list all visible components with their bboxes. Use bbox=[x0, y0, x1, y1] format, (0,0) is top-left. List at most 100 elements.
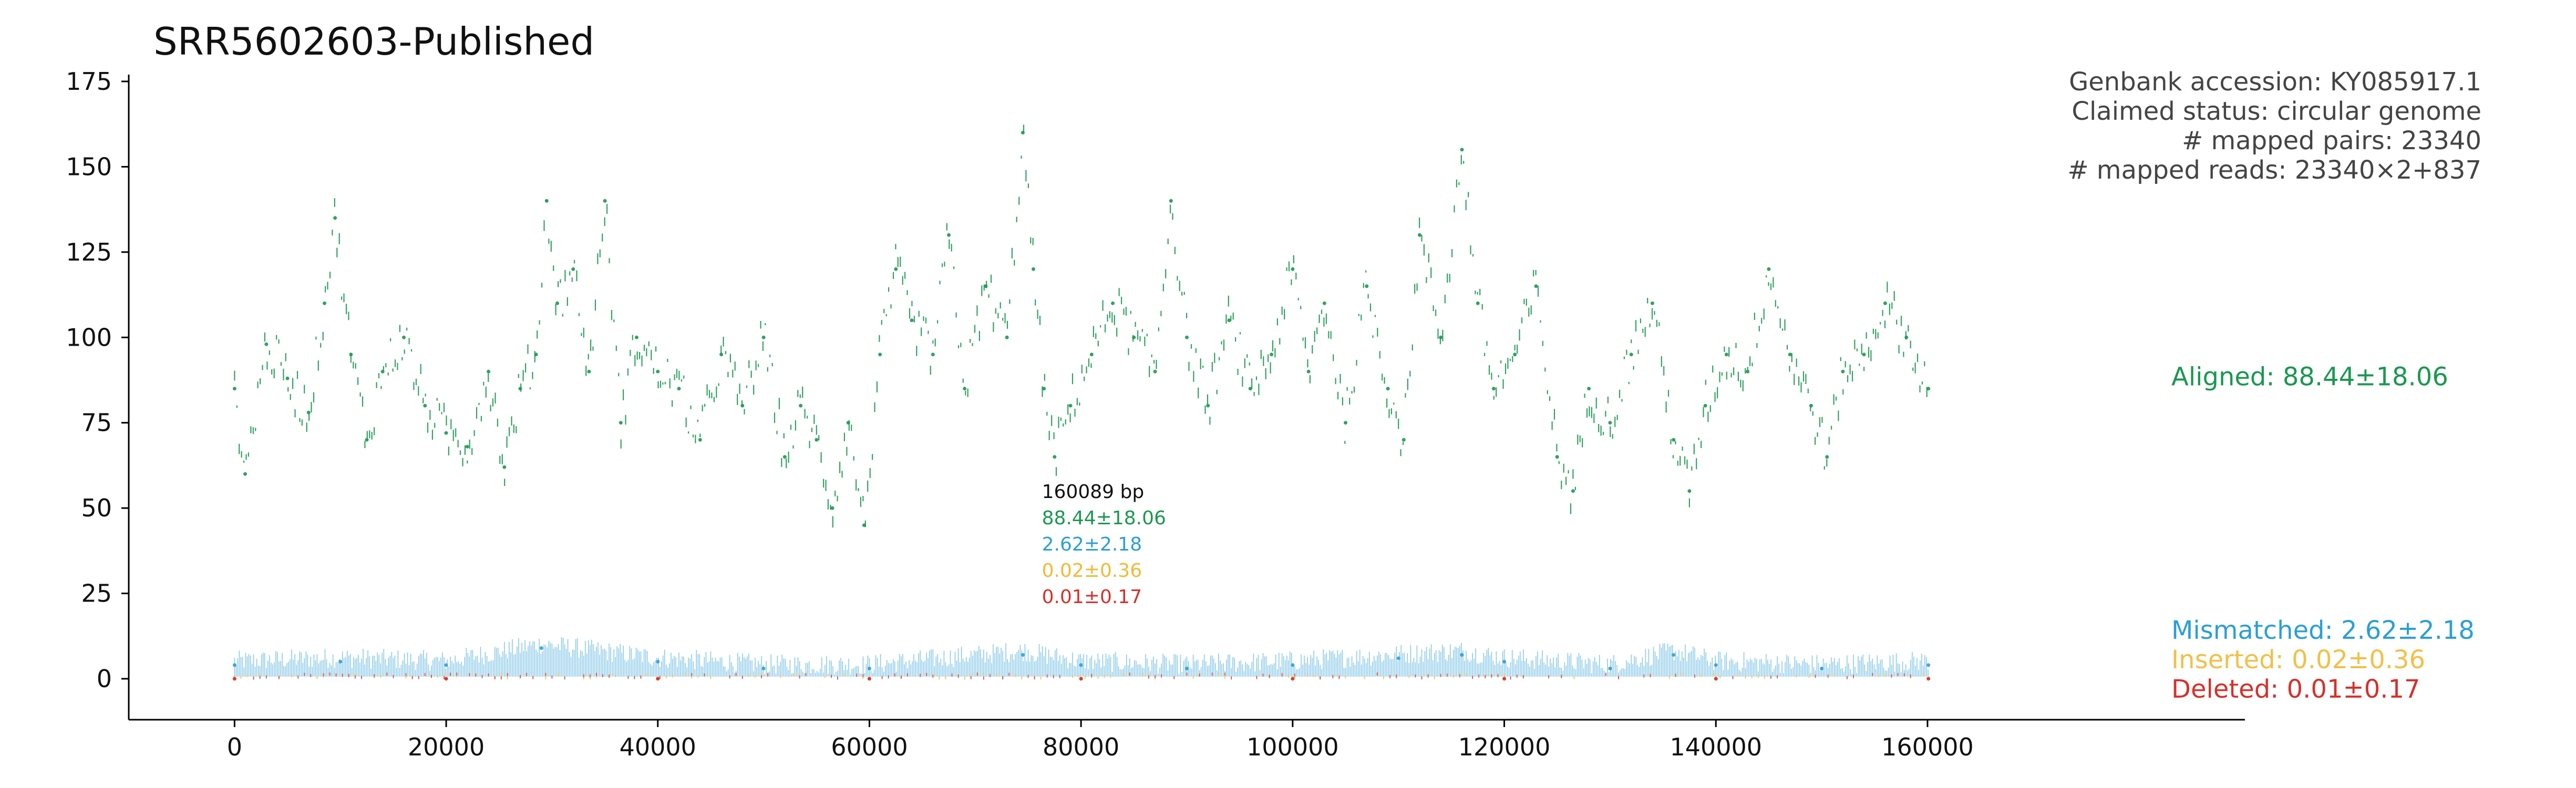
data-point bbox=[1344, 421, 1347, 425]
data-point bbox=[656, 660, 660, 663]
data-point bbox=[1005, 335, 1009, 339]
x-tick-label: 60000 bbox=[831, 733, 908, 761]
legend-entry: Deleted: 0.01±0.17 bbox=[2171, 675, 2420, 704]
data-point bbox=[1883, 301, 1887, 305]
data-point bbox=[1402, 438, 1406, 442]
data-point bbox=[1687, 489, 1692, 493]
series-0 bbox=[232, 125, 1931, 528]
data-point bbox=[963, 387, 967, 391]
legend-entry: Aligned: 88.44±18.06 bbox=[2171, 362, 2448, 391]
data-point bbox=[1841, 369, 1845, 374]
data-point bbox=[502, 465, 507, 469]
data-point bbox=[1476, 301, 1480, 305]
data-point bbox=[1227, 318, 1231, 323]
data-point bbox=[1809, 403, 1813, 408]
data-point bbox=[333, 216, 337, 220]
data-point bbox=[1386, 387, 1390, 391]
data-point bbox=[1079, 663, 1083, 667]
data-point bbox=[815, 438, 819, 442]
data-point bbox=[846, 421, 850, 425]
data-point bbox=[1185, 667, 1189, 670]
data-point bbox=[894, 267, 898, 271]
data-point bbox=[1270, 352, 1274, 357]
data-point bbox=[1032, 267, 1035, 271]
x-tick-label: 80000 bbox=[1043, 733, 1119, 761]
data-point bbox=[1513, 352, 1517, 357]
data-point bbox=[1396, 656, 1400, 660]
data-point bbox=[349, 352, 353, 357]
summary-value: 88.44±18.06 bbox=[1042, 507, 1166, 529]
data-point bbox=[1571, 489, 1575, 493]
data-point bbox=[698, 438, 702, 442]
data-point bbox=[1862, 352, 1866, 357]
data-point bbox=[555, 301, 559, 305]
x-tick-label: 140000 bbox=[1670, 733, 1762, 761]
data-point bbox=[1608, 667, 1612, 670]
data-point bbox=[1053, 455, 1057, 459]
data-point bbox=[867, 677, 871, 681]
y-tick-label: 0 bbox=[97, 665, 112, 693]
summary-value: 0.01±0.17 bbox=[1042, 586, 1142, 608]
data-point bbox=[338, 660, 343, 663]
chart-title: SRR5602603-Published bbox=[153, 19, 594, 64]
data-point bbox=[487, 369, 491, 374]
data-point bbox=[677, 387, 681, 391]
data-point bbox=[1322, 301, 1326, 305]
data-point bbox=[1904, 335, 1909, 339]
data-point bbox=[1169, 199, 1173, 203]
data-point bbox=[1460, 653, 1464, 657]
data-point bbox=[232, 677, 236, 681]
y-tick-label: 75 bbox=[81, 409, 112, 437]
genome-length-label: 160089 bp bbox=[1042, 481, 1145, 503]
data-point bbox=[1185, 335, 1189, 339]
data-point bbox=[656, 369, 660, 374]
data-point bbox=[761, 667, 766, 670]
x-tick-label: 120000 bbox=[1458, 733, 1551, 761]
legend-entry: Mismatched: 2.62±2.18 bbox=[2171, 616, 2475, 645]
info-line: # mapped reads: 23340×2+837 bbox=[2067, 155, 2481, 185]
data-point bbox=[782, 455, 787, 459]
data-point bbox=[1306, 369, 1311, 374]
data-point bbox=[878, 352, 882, 357]
data-point bbox=[1820, 667, 1824, 670]
data-point bbox=[1291, 663, 1295, 667]
data-point bbox=[1703, 403, 1707, 408]
data-point bbox=[1502, 677, 1507, 681]
data-point bbox=[830, 506, 834, 510]
series-layer bbox=[232, 125, 1931, 681]
y-tick-label: 125 bbox=[66, 238, 112, 266]
data-point bbox=[571, 267, 575, 271]
data-point bbox=[1714, 663, 1718, 667]
data-point bbox=[264, 342, 269, 346]
data-point bbox=[544, 199, 549, 203]
data-point bbox=[243, 472, 247, 476]
data-point bbox=[1650, 301, 1654, 305]
data-point bbox=[1111, 301, 1115, 305]
data-point bbox=[1629, 352, 1633, 357]
data-point bbox=[1672, 438, 1676, 442]
data-point bbox=[867, 667, 871, 670]
info-line: Claimed status: circular genome bbox=[2072, 97, 2481, 126]
data-point bbox=[1248, 387, 1252, 391]
data-point bbox=[619, 421, 623, 425]
data-point bbox=[1724, 352, 1728, 357]
data-point bbox=[1439, 335, 1443, 339]
data-point bbox=[444, 677, 448, 681]
series-3 bbox=[232, 672, 1931, 681]
data-point bbox=[587, 369, 591, 374]
summary-value: 0.02±0.36 bbox=[1042, 560, 1142, 582]
x-tick-label: 0 bbox=[227, 733, 242, 761]
axes-layer: 0 25 50 75 100 125 150 175 0 20000 40000 60000 80000… bbox=[66, 67, 2245, 761]
x-tick-label: 160000 bbox=[1881, 733, 1974, 761]
data-point bbox=[1555, 455, 1559, 459]
data-point bbox=[1491, 387, 1496, 391]
series-1 bbox=[232, 637, 1931, 677]
mismatched-trace bbox=[234, 637, 1929, 677]
data-point bbox=[444, 431, 448, 435]
data-point bbox=[862, 523, 866, 527]
data-point bbox=[1502, 660, 1507, 663]
y-tick-label: 100 bbox=[66, 323, 112, 351]
data-point bbox=[423, 403, 427, 408]
data-point bbox=[534, 352, 538, 357]
